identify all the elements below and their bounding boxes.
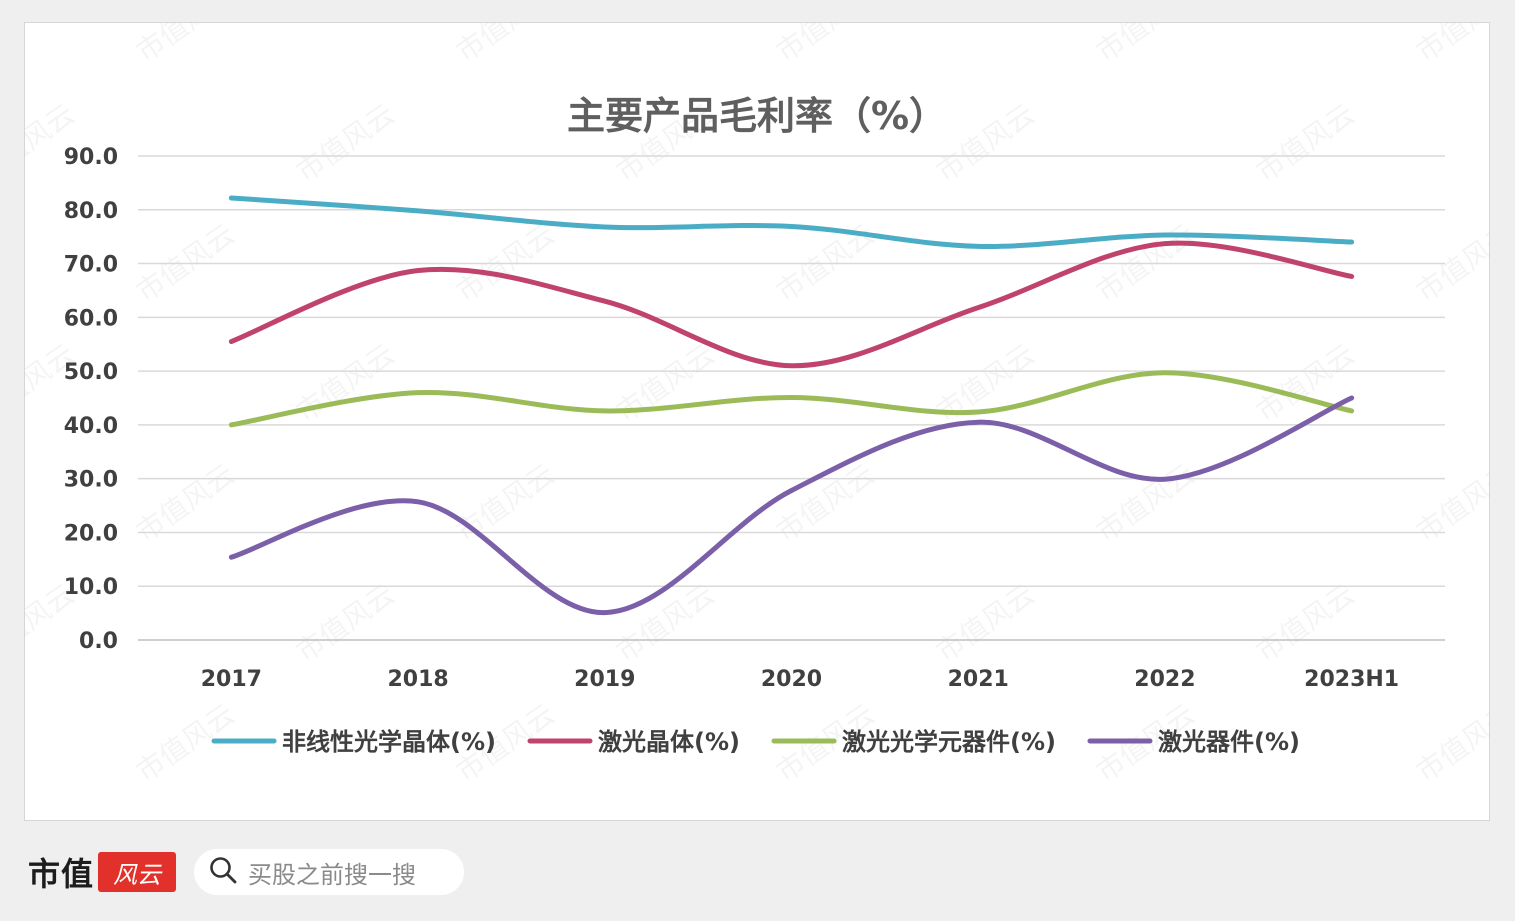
data-point (229, 422, 234, 427)
watermark-text: 市值风云 (450, 23, 561, 69)
watermark-text: 市值风云 (930, 577, 1041, 668)
data-point (416, 390, 421, 395)
data-point (416, 499, 421, 504)
y-tick-label: 70.0 (64, 253, 118, 278)
data-point (976, 409, 981, 414)
watermark-text: 市值风云 (130, 457, 241, 548)
data-point (789, 395, 794, 400)
data-point (1162, 370, 1167, 375)
data-point (1349, 240, 1354, 245)
data-point (976, 420, 981, 425)
legend-label: 非线性光学晶体(%) (282, 728, 496, 756)
data-point (602, 408, 607, 413)
data-point (229, 195, 234, 200)
watermark-text: 市值风云 (450, 457, 561, 548)
data-point (602, 299, 607, 304)
series-line-3 (228, 370, 1355, 428)
y-tick-label: 90.0 (64, 145, 118, 170)
chart-card: 市值风云 市值风云 市值风云 市值风云 市值风云 市值风云 市值风云 市值风云 市值风云 市值风云… (24, 22, 1490, 821)
x-tick-label: 2020 (761, 667, 822, 692)
watermark-text: 市值风云 (1090, 457, 1201, 548)
legend-label: 激光晶体(%) (598, 728, 740, 756)
brand-logo-text: 市值 (28, 855, 95, 893)
y-tick-label: 60.0 (64, 306, 118, 331)
watermark-text: 市值风云 (1250, 577, 1361, 668)
watermark-text: 市值风云 (290, 337, 401, 428)
data-point (229, 339, 234, 344)
data-point (416, 268, 421, 273)
data-point (1162, 477, 1167, 482)
watermark-text: 市值风云 (930, 337, 1041, 428)
y-tick-label: 40.0 (64, 414, 118, 439)
data-point (416, 208, 421, 213)
data-point (976, 305, 981, 310)
y-tick-label: 20.0 (64, 521, 118, 546)
legend-label: 激光器件(%) (1158, 728, 1300, 756)
data-point (976, 244, 981, 249)
brand-logo-seal: 风云 (98, 852, 177, 892)
series-line-4 (228, 395, 1355, 616)
x-tick-label: 2018 (387, 667, 448, 692)
watermark-text: 市值风云 (1250, 337, 1361, 428)
watermark-text: 市值风云 (1410, 697, 1489, 788)
series-line-2 (228, 240, 1355, 369)
data-point (602, 224, 607, 229)
watermark-text: 市值风云 (1410, 23, 1489, 69)
y-tick-label: 80.0 (64, 199, 118, 224)
legend: 非线性光学晶体(%) 激光晶体(%) 激光光学元器件(%) 激光器件(%) (211, 728, 1300, 756)
y-tick-label: 0.0 (79, 629, 118, 654)
search-placeholder: 买股之前搜一搜 (248, 860, 417, 889)
watermark-text: 市值风云 (770, 23, 881, 69)
footer-bar: 市值 风云 买股之前搜一搜 (28, 848, 465, 896)
chart-title: 主要产品毛利率（%） (566, 94, 948, 138)
data-point (1349, 274, 1354, 279)
data-point (1162, 233, 1167, 238)
data-point (1349, 396, 1354, 401)
y-tick-label: 50.0 (64, 360, 118, 385)
data-point (602, 610, 607, 615)
x-tick-label: 2023H1 (1304, 667, 1399, 692)
data-point (229, 555, 234, 560)
watermark-text: 市值风云 (1410, 457, 1489, 548)
watermark-text: 市值风云 (130, 23, 241, 69)
data-point (1162, 241, 1167, 246)
data-point (789, 488, 794, 493)
watermark-text: 市值风云 (610, 337, 721, 428)
y-tick-label: 30.0 (64, 468, 118, 493)
data-point (789, 363, 794, 368)
x-tick-label: 2017 (201, 667, 262, 692)
search-bar[interactable]: 买股之前搜一搜 (194, 849, 465, 895)
data-point (789, 224, 794, 229)
series-line-1 (228, 195, 1355, 249)
x-tick-label: 2022 (1134, 667, 1195, 692)
data-point (1349, 408, 1354, 413)
search-icon (208, 855, 238, 889)
legend-label: 激光光学元器件(%) (842, 728, 1056, 756)
watermark-text: 市值风云 (1090, 23, 1201, 69)
x-tick-label: 2019 (574, 667, 635, 692)
x-tick-label: 2021 (948, 667, 1009, 692)
y-tick-label: 10.0 (64, 575, 118, 600)
watermark-text: 市值风云 (290, 577, 401, 668)
